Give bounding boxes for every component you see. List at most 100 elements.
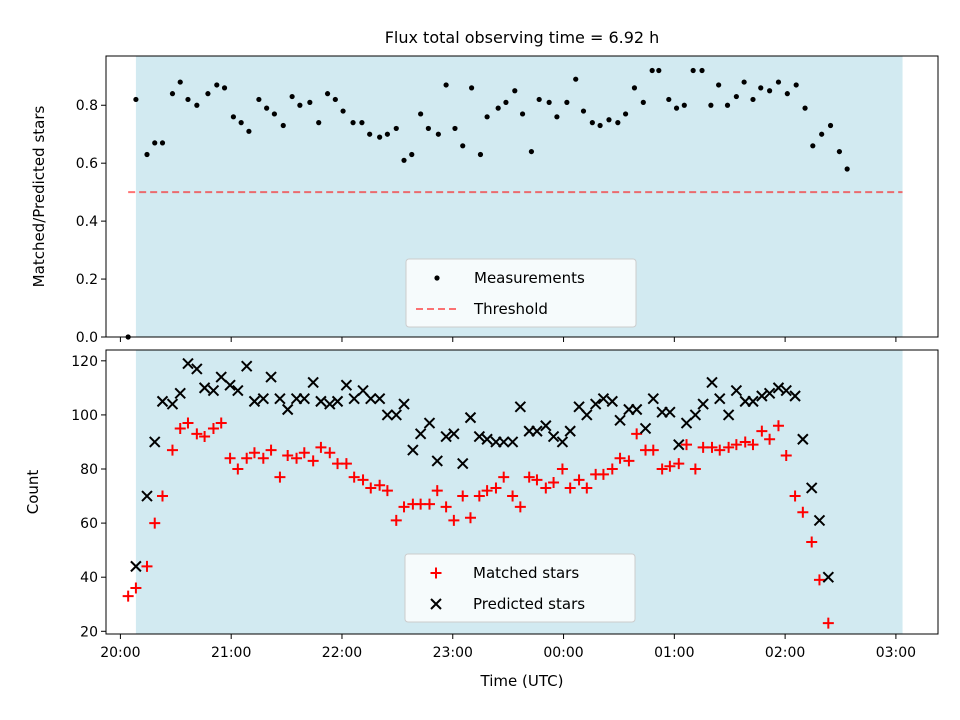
data-point [784, 91, 790, 97]
data-point [581, 482, 593, 494]
legend-box [404, 553, 636, 623]
data-point [708, 102, 714, 108]
x-tick-label: 21:00 [211, 645, 251, 661]
y-tick-label: 80 [80, 462, 98, 478]
data-point [274, 392, 286, 405]
data-point [157, 490, 169, 502]
data-point [681, 439, 693, 451]
data-point [536, 96, 542, 103]
data-point [182, 417, 194, 429]
data-point [589, 120, 595, 126]
data-point [481, 485, 493, 497]
series-matched-stars [122, 417, 834, 629]
data-point [793, 82, 799, 88]
data-point [274, 471, 286, 483]
data-point [457, 457, 469, 470]
data-point [232, 463, 244, 475]
x-tick-label: 03:00 [876, 645, 916, 661]
data-point [714, 444, 726, 456]
data-point [149, 436, 161, 448]
series-measurements [125, 67, 850, 340]
data-point [606, 117, 612, 123]
data-point [606, 463, 618, 475]
legend: Measurements Threshold [405, 258, 637, 328]
data-point [159, 140, 166, 146]
x-tick-label: 23:00 [433, 645, 473, 661]
data-point [448, 428, 460, 440]
data-point [468, 85, 475, 91]
x-tick-label: 22:00 [322, 645, 362, 661]
axes-frame [105, 349, 939, 635]
data-point [673, 458, 685, 470]
data-point [706, 376, 718, 389]
data-point [398, 398, 410, 410]
data-point [307, 99, 313, 105]
data-point [185, 96, 191, 103]
data-point [256, 96, 262, 103]
legend-label: Threshold [473, 300, 548, 318]
data-point [724, 102, 731, 108]
data-point [177, 79, 183, 85]
data-point [315, 441, 327, 453]
data-point [772, 382, 785, 394]
data-point [556, 463, 568, 475]
data-point [291, 452, 303, 464]
data-point [340, 379, 353, 391]
data-point [540, 420, 552, 432]
x-axis-label: Time (UTC) [480, 672, 564, 690]
data-point [264, 105, 270, 111]
data-point [528, 148, 535, 155]
data-point [435, 131, 441, 137]
data-point [772, 420, 784, 432]
data-point [747, 439, 759, 451]
data-point [365, 482, 377, 494]
data-point [194, 102, 200, 108]
data-point [174, 387, 186, 399]
data-point [384, 131, 390, 137]
data-point [690, 67, 696, 74]
data-point [332, 96, 338, 103]
data-point [381, 485, 393, 497]
data-point [221, 85, 228, 91]
data-point [425, 125, 431, 132]
data-point [640, 99, 646, 105]
data-point [464, 411, 477, 424]
data-point [298, 447, 310, 459]
data-point [367, 131, 373, 137]
data-point [673, 438, 685, 451]
data-point [215, 371, 227, 383]
legend-label: Matched stars [473, 564, 579, 582]
data-point [615, 120, 621, 126]
data-point [464, 512, 476, 524]
data-point [606, 395, 618, 408]
data-point [656, 463, 668, 475]
data-point [473, 430, 486, 443]
data-point [730, 384, 743, 397]
data-point [307, 376, 319, 389]
data-point [750, 96, 756, 103]
data-point [767, 88, 773, 94]
data-point [763, 387, 776, 399]
data-point [764, 433, 776, 445]
data-point [503, 99, 509, 105]
data-point [506, 436, 519, 448]
plot-layer: 0.0 0.2 0.4 0.6 0.8 Matched/Predicted stars Me… [24, 55, 939, 690]
data-point [248, 447, 260, 459]
series-predicted-stars [130, 357, 835, 583]
y-tick-label: 0.2 [76, 272, 98, 288]
data-point [481, 433, 493, 445]
data-point [797, 506, 809, 518]
data-point [554, 114, 560, 120]
legend-marker [430, 598, 442, 610]
data-point [581, 409, 593, 421]
data-point [289, 93, 295, 100]
data-point [780, 384, 792, 397]
data-point [214, 82, 220, 88]
y-tick-label: 60 [80, 516, 98, 532]
data-point [689, 409, 702, 421]
data-point [282, 449, 294, 461]
data-point [827, 122, 834, 129]
data-point [597, 468, 609, 480]
data-point [813, 574, 825, 586]
